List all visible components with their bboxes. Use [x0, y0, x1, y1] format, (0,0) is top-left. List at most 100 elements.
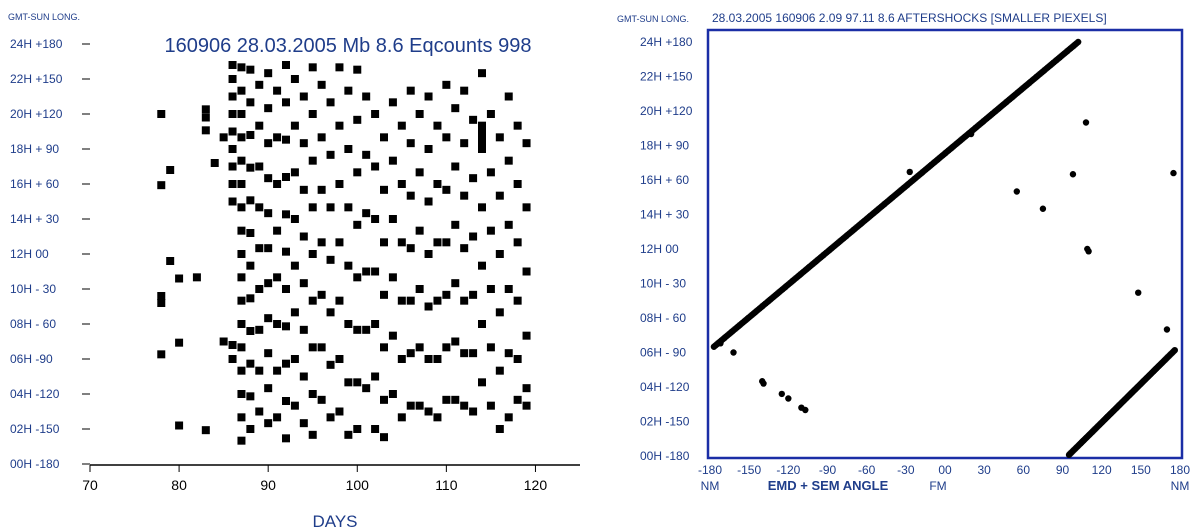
left-data-points — [157, 61, 531, 445]
left-data-point — [237, 390, 246, 398]
left-data-point — [299, 325, 308, 334]
left-data-point — [246, 229, 255, 237]
left-data-point — [371, 425, 380, 433]
left-data-point — [362, 384, 371, 393]
left-data-point — [228, 355, 237, 363]
left-data-point — [282, 98, 290, 107]
left-data-point — [326, 255, 335, 264]
left-data-point — [397, 238, 406, 247]
left-data-point — [397, 413, 406, 422]
left-x-tick-label: 120 — [524, 477, 548, 493]
left-data-point — [228, 92, 237, 101]
left-data-point — [299, 92, 308, 101]
left-data-point — [397, 355, 406, 363]
right-x-tick-label: -60 — [858, 463, 876, 477]
right-y-tick-label: 18H + 90 — [640, 139, 689, 153]
right-data-point — [778, 390, 786, 398]
left-data-point — [228, 341, 237, 349]
left-data-point — [362, 325, 371, 334]
left-data-point — [273, 86, 282, 95]
right-x-ticks: -180 -150 -120 -90 -60 -30 00 30 60 90 120 150 180 — [698, 463, 1190, 477]
left-data-point — [290, 121, 299, 130]
left-data-point — [442, 238, 451, 247]
left-data-point — [255, 203, 264, 212]
left-data-point — [246, 196, 255, 205]
left-data-point — [326, 413, 335, 422]
left-data-point — [228, 197, 237, 206]
left-data-point — [290, 401, 299, 410]
left-data-point — [273, 133, 282, 142]
right-x-label-right: NM — [1171, 479, 1190, 493]
left-data-point — [486, 226, 495, 235]
left-data-point — [219, 337, 228, 346]
left-data-point — [282, 173, 290, 181]
left-data-point — [201, 113, 210, 122]
left-data-point — [495, 191, 504, 200]
left-data-point — [424, 407, 433, 416]
left-data-point — [335, 63, 344, 72]
left-data-point — [317, 238, 326, 247]
left-data-point — [433, 296, 442, 305]
left-data-point — [362, 92, 371, 101]
left-data-point — [388, 390, 397, 398]
left-data-point — [486, 168, 495, 177]
left-data-point — [495, 425, 504, 433]
left-data-point — [308, 296, 317, 305]
right-data-point — [802, 406, 809, 414]
right-y-tick-label: 20H +120 — [640, 104, 693, 118]
left-data-point — [308, 390, 317, 398]
left-data-point — [451, 162, 460, 171]
left-data-point — [380, 290, 388, 299]
left-y-tick-label: 04H -120 — [10, 387, 60, 401]
right-x-tick-label: 60 — [1017, 463, 1031, 477]
left-data-point — [246, 65, 255, 74]
left-data-point — [388, 273, 397, 282]
right-data-point — [906, 168, 913, 176]
right-chart-title: 28.03.2005 160906 2.09 97.11 8.6 AFTERSH… — [712, 11, 1107, 25]
left-data-point — [424, 302, 433, 311]
left-data-point — [388, 215, 397, 223]
left-data-point — [504, 156, 513, 165]
right-y-tick-label: 16H + 60 — [640, 173, 689, 187]
left-data-point — [469, 407, 478, 416]
left-data-point — [157, 292, 166, 300]
left-data-point — [451, 220, 460, 229]
left-data-point — [495, 250, 504, 258]
left-data-point — [282, 434, 290, 443]
left-data-point — [460, 244, 469, 253]
left-data-point — [264, 349, 273, 358]
left-data-point — [504, 349, 513, 358]
left-data-point — [406, 349, 415, 358]
left-data-point — [522, 384, 531, 393]
left-data-point — [228, 110, 237, 118]
left-data-point — [255, 244, 264, 253]
left-data-point — [406, 191, 415, 200]
left-y-tick-label: 08H - 60 — [10, 317, 56, 331]
left-data-point — [246, 327, 255, 335]
left-data-point — [380, 395, 388, 404]
left-data-point — [442, 80, 451, 89]
left-y-tick-label: 14H + 30 — [10, 212, 59, 226]
left-x-axis-label: DAYS — [312, 512, 357, 531]
left-data-point — [246, 425, 255, 433]
left-data-point — [264, 314, 273, 323]
left-data-point — [478, 133, 486, 142]
left-data-point — [344, 86, 353, 95]
left-data-point — [415, 285, 424, 293]
left-data-point — [353, 273, 362, 282]
left-data-point — [460, 86, 469, 95]
left-data-point — [308, 110, 317, 118]
left-data-point — [353, 378, 362, 387]
left-x-tick-label: 90 — [260, 477, 276, 493]
left-data-point — [371, 372, 380, 381]
left-data-point — [344, 378, 353, 387]
left-data-point — [317, 133, 326, 142]
left-data-point — [335, 180, 344, 188]
left-data-point — [326, 203, 335, 212]
left-y-tick-label: 24H +180 — [10, 37, 63, 51]
right-x-tick-label: 30 — [977, 463, 991, 477]
left-data-point — [317, 185, 326, 194]
left-data-point — [442, 290, 451, 299]
left-data-point — [433, 413, 442, 422]
